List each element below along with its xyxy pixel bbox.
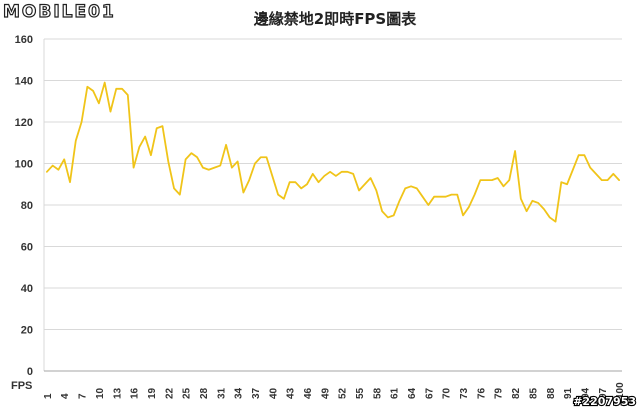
- x-tick-label: 22: [164, 387, 175, 399]
- y-tick-label: 140: [15, 76, 33, 88]
- x-tick-label: 43: [286, 387, 297, 399]
- y-tick-label: 160: [15, 34, 33, 46]
- x-tick-label: 46: [303, 387, 314, 399]
- x-tick-label: 16: [130, 387, 141, 399]
- x-tick-label: 82: [511, 387, 522, 399]
- x-tick-label: 31: [216, 387, 227, 399]
- x-tick-label: 94: [580, 387, 591, 399]
- x-tick-label: 91: [563, 387, 574, 399]
- x-tick-label: 88: [546, 387, 557, 399]
- x-tick-label: 4: [60, 393, 71, 399]
- x-axis-label: FPS: [11, 380, 32, 392]
- x-tick-label: 40: [268, 387, 279, 399]
- x-tick-label: 28: [199, 387, 210, 399]
- x-tick-label: 1: [43, 393, 54, 399]
- watermark: #2207953: [573, 395, 636, 408]
- y-tick-label: 60: [21, 242, 33, 254]
- x-tick-label: 7: [78, 393, 89, 399]
- x-tick-label: 61: [390, 387, 401, 399]
- x-tick-label: 67: [424, 387, 435, 399]
- x-tick-label: 10: [95, 387, 106, 399]
- y-tick-label: 40: [21, 283, 33, 295]
- x-tick-label: 52: [338, 387, 349, 399]
- x-tick-label: 37: [251, 387, 262, 399]
- series-line: [45, 81, 621, 223]
- x-tick-label: 58: [372, 387, 383, 399]
- chart-title: 邊緣禁地2即時FPS圖表: [254, 10, 417, 28]
- y-tick-label: 0: [27, 366, 33, 378]
- x-tick-label: 100: [615, 382, 626, 399]
- x-tick-label: 49: [320, 387, 331, 399]
- y-axis-tick-labels: 0 20 40 60 80 100 120 140 160: [15, 34, 33, 378]
- x-tick-label: 76: [476, 387, 487, 399]
- x-tick-label: 70: [442, 387, 453, 399]
- x-tick-label: 73: [459, 387, 470, 399]
- y-tick-label: 20: [21, 325, 33, 337]
- axes: [43, 39, 622, 372]
- mobile01-logo: MOBILE01: [3, 2, 116, 22]
- x-tick-label: 25: [182, 387, 193, 399]
- x-tick-label: 64: [407, 387, 418, 399]
- x-tick-label: 34: [234, 387, 245, 399]
- series-group: [45, 81, 621, 223]
- gridlines: [44, 38, 622, 330]
- x-tick-label: 13: [112, 387, 123, 399]
- x-axis-tick-labels: 1 4 7 10 13 16 19 22 25 28 31 34 37 40 43 46 49 52 55 58 61 6…: [43, 382, 626, 399]
- y-tick-label: 100: [15, 159, 33, 171]
- x-tick-label: 97: [598, 387, 609, 399]
- x-tick-label: 79: [494, 387, 505, 399]
- x-tick-label: 19: [147, 387, 158, 399]
- y-tick-label: 120: [15, 117, 33, 129]
- x-tick-label: 85: [528, 387, 539, 399]
- x-tick-label: 55: [355, 387, 366, 399]
- y-tick-label: 80: [21, 200, 33, 212]
